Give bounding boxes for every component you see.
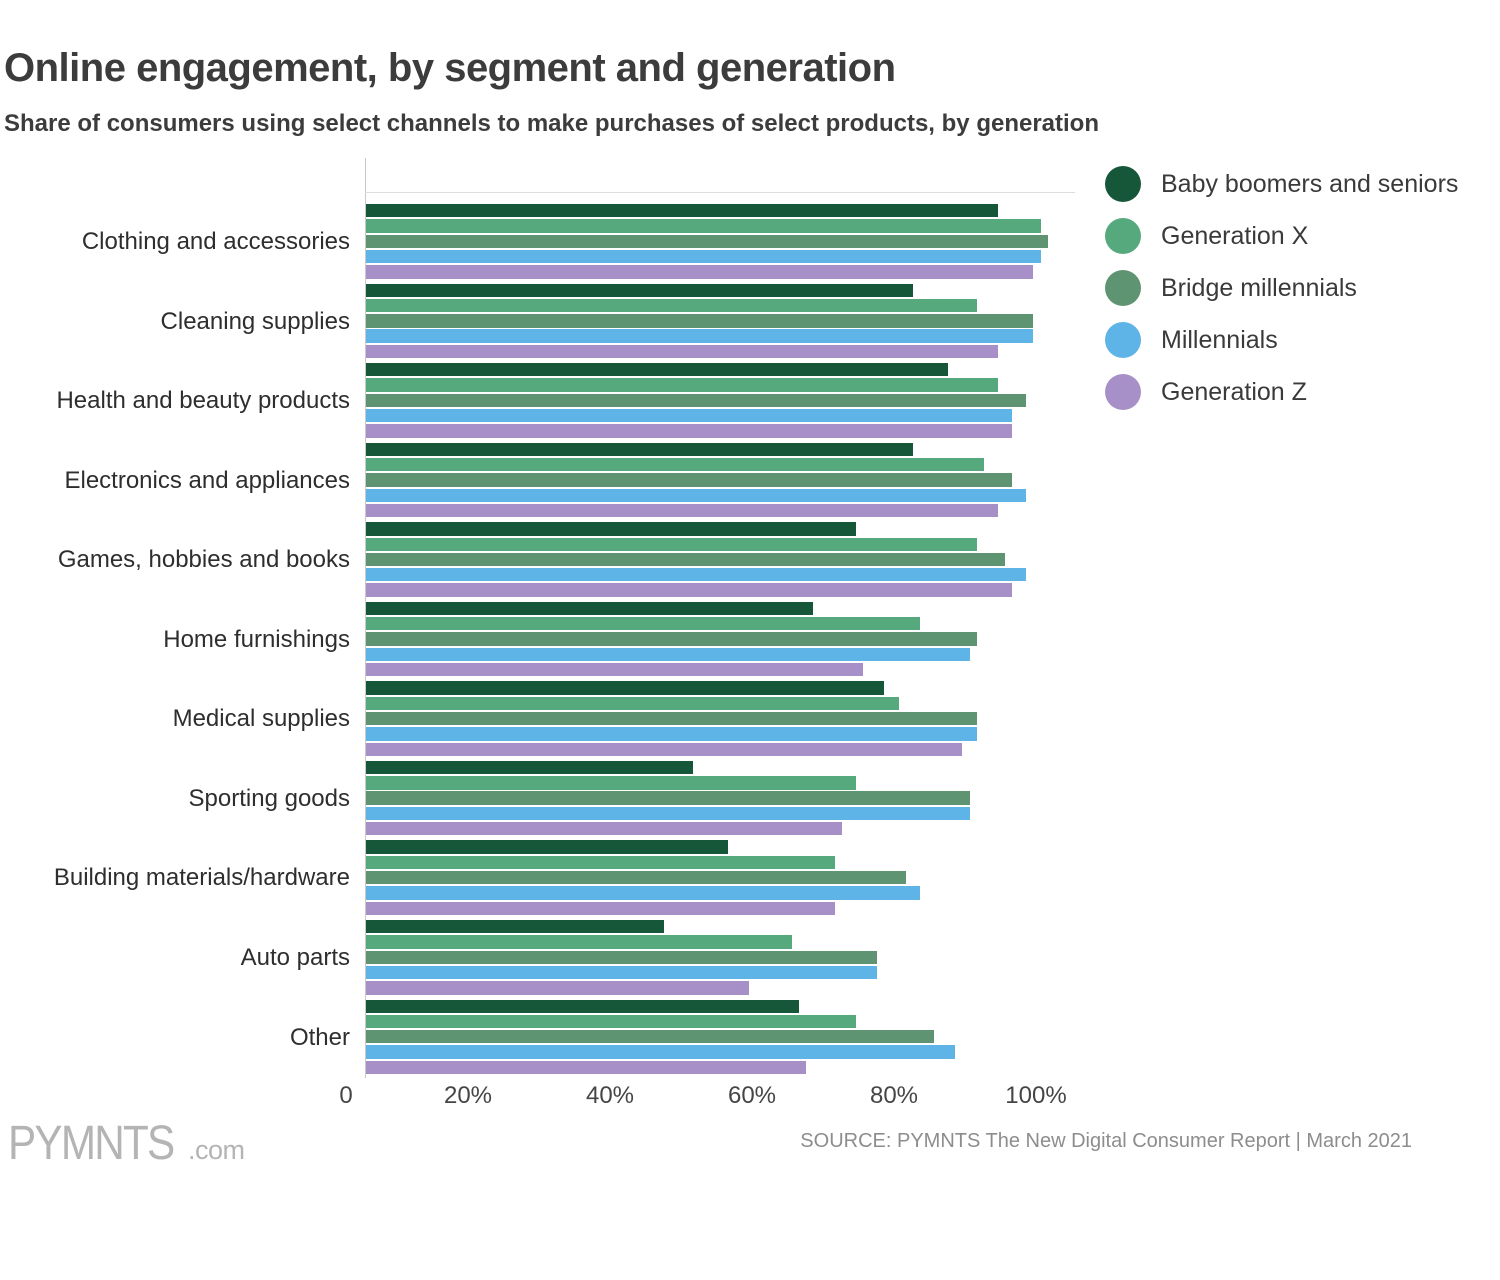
bar xyxy=(366,298,977,313)
source-text: SOURCE: PYMNTS The New Digital Consumer … xyxy=(800,1130,1412,1152)
bar xyxy=(366,601,814,616)
bar xyxy=(366,552,1005,567)
category-label: Electronics and appliances xyxy=(64,466,350,494)
bar xyxy=(366,378,998,392)
bar xyxy=(366,999,800,1013)
legend-item: Baby boomers and seniors xyxy=(1105,158,1458,210)
bar xyxy=(366,1060,807,1075)
bar xyxy=(366,283,913,297)
category-label: Health and beauty products xyxy=(56,387,350,415)
bar xyxy=(366,760,693,775)
bar xyxy=(366,537,977,551)
bar xyxy=(366,204,998,218)
category-label: Games, hobbies and books xyxy=(57,546,350,574)
bar xyxy=(366,568,1027,582)
bar xyxy=(366,522,856,536)
bar xyxy=(366,329,1034,343)
bar xyxy=(366,935,792,949)
bar xyxy=(366,344,998,359)
bar xyxy=(366,424,1013,438)
category-label: Clothing and accessories xyxy=(81,228,350,255)
bar xyxy=(366,314,1034,328)
bar xyxy=(366,776,856,790)
legend-label: Generation Z xyxy=(1161,377,1307,406)
bar xyxy=(366,681,885,695)
bar xyxy=(366,855,835,870)
bar xyxy=(366,791,970,805)
legend-label: Millennials xyxy=(1161,325,1278,354)
legend-dot-icon xyxy=(1105,166,1141,202)
plot-top-border xyxy=(365,192,1075,193)
bar xyxy=(366,696,899,710)
bar xyxy=(366,1014,856,1029)
bar xyxy=(366,727,977,741)
bar xyxy=(366,473,1013,487)
legend-label: Generation X xyxy=(1161,221,1309,250)
bar xyxy=(366,901,835,915)
bar xyxy=(366,840,729,854)
legend-dot-icon xyxy=(1105,322,1141,358)
x-tick-label: 80% xyxy=(869,1082,919,1109)
bar xyxy=(366,806,970,821)
legend-item: Bridge millennials xyxy=(1105,262,1458,314)
bar xyxy=(366,442,913,457)
pymnts-logo-text: PYMNTS xyxy=(8,1117,175,1170)
bar xyxy=(366,409,1013,423)
bar xyxy=(366,583,1013,597)
bar xyxy=(366,265,1034,279)
bar xyxy=(366,965,878,980)
bar xyxy=(366,393,1027,408)
x-tick-label: 0 xyxy=(339,1082,353,1109)
legend-dot-icon xyxy=(1105,218,1141,254)
bar xyxy=(366,950,878,964)
category-label: Home furnishings xyxy=(163,625,350,653)
bar xyxy=(366,742,963,756)
legend-label: Bridge millennials xyxy=(1161,273,1357,302)
bar xyxy=(366,662,863,677)
chart-title: Online engagement, by segment and genera… xyxy=(4,46,896,90)
x-tick-label: 20% xyxy=(443,1082,493,1109)
bar xyxy=(366,886,920,900)
x-tick-label: 100% xyxy=(1005,1082,1067,1109)
bar xyxy=(366,503,998,518)
bar xyxy=(366,219,1041,233)
bar xyxy=(366,822,842,836)
category-label: Other xyxy=(289,1023,350,1051)
x-tick-label: 60% xyxy=(727,1082,777,1109)
category-label: Auto parts xyxy=(240,943,350,971)
x-tick-label: 40% xyxy=(585,1082,635,1109)
chart-subtitle: Share of consumers using select channels… xyxy=(4,110,1099,137)
bar xyxy=(366,457,984,472)
bar xyxy=(366,871,906,885)
bar xyxy=(366,1045,956,1059)
pymnts-logo: PYMNTS .com xyxy=(8,1116,245,1171)
legend: Baby boomers and seniors Generation X Brid… xyxy=(1105,158,1458,418)
bar xyxy=(366,981,750,995)
legend-item: Millennials xyxy=(1105,314,1458,366)
legend-item: Generation Z xyxy=(1105,366,1458,418)
bar xyxy=(366,249,1041,264)
bar xyxy=(366,1030,934,1044)
bar xyxy=(366,647,970,662)
legend-dot-icon xyxy=(1105,270,1141,306)
y-axis-line xyxy=(365,158,366,1078)
category-label: Medical supplies xyxy=(172,705,350,733)
category-label: Building materials/hardware xyxy=(53,864,350,892)
bar xyxy=(366,632,977,646)
bar xyxy=(366,919,665,934)
bar xyxy=(366,363,949,377)
bar xyxy=(366,617,920,631)
legend-item: Generation X xyxy=(1105,210,1458,262)
legend-label: Baby boomers and seniors xyxy=(1161,169,1459,198)
legend-dot-icon xyxy=(1105,374,1141,410)
bar xyxy=(366,234,1048,248)
pymnts-logo-suffix: .com xyxy=(188,1135,245,1165)
bar xyxy=(366,711,977,726)
category-label: Cleaning supplies xyxy=(160,307,350,335)
category-label: Sporting goods xyxy=(188,784,350,812)
bar xyxy=(366,488,1027,502)
